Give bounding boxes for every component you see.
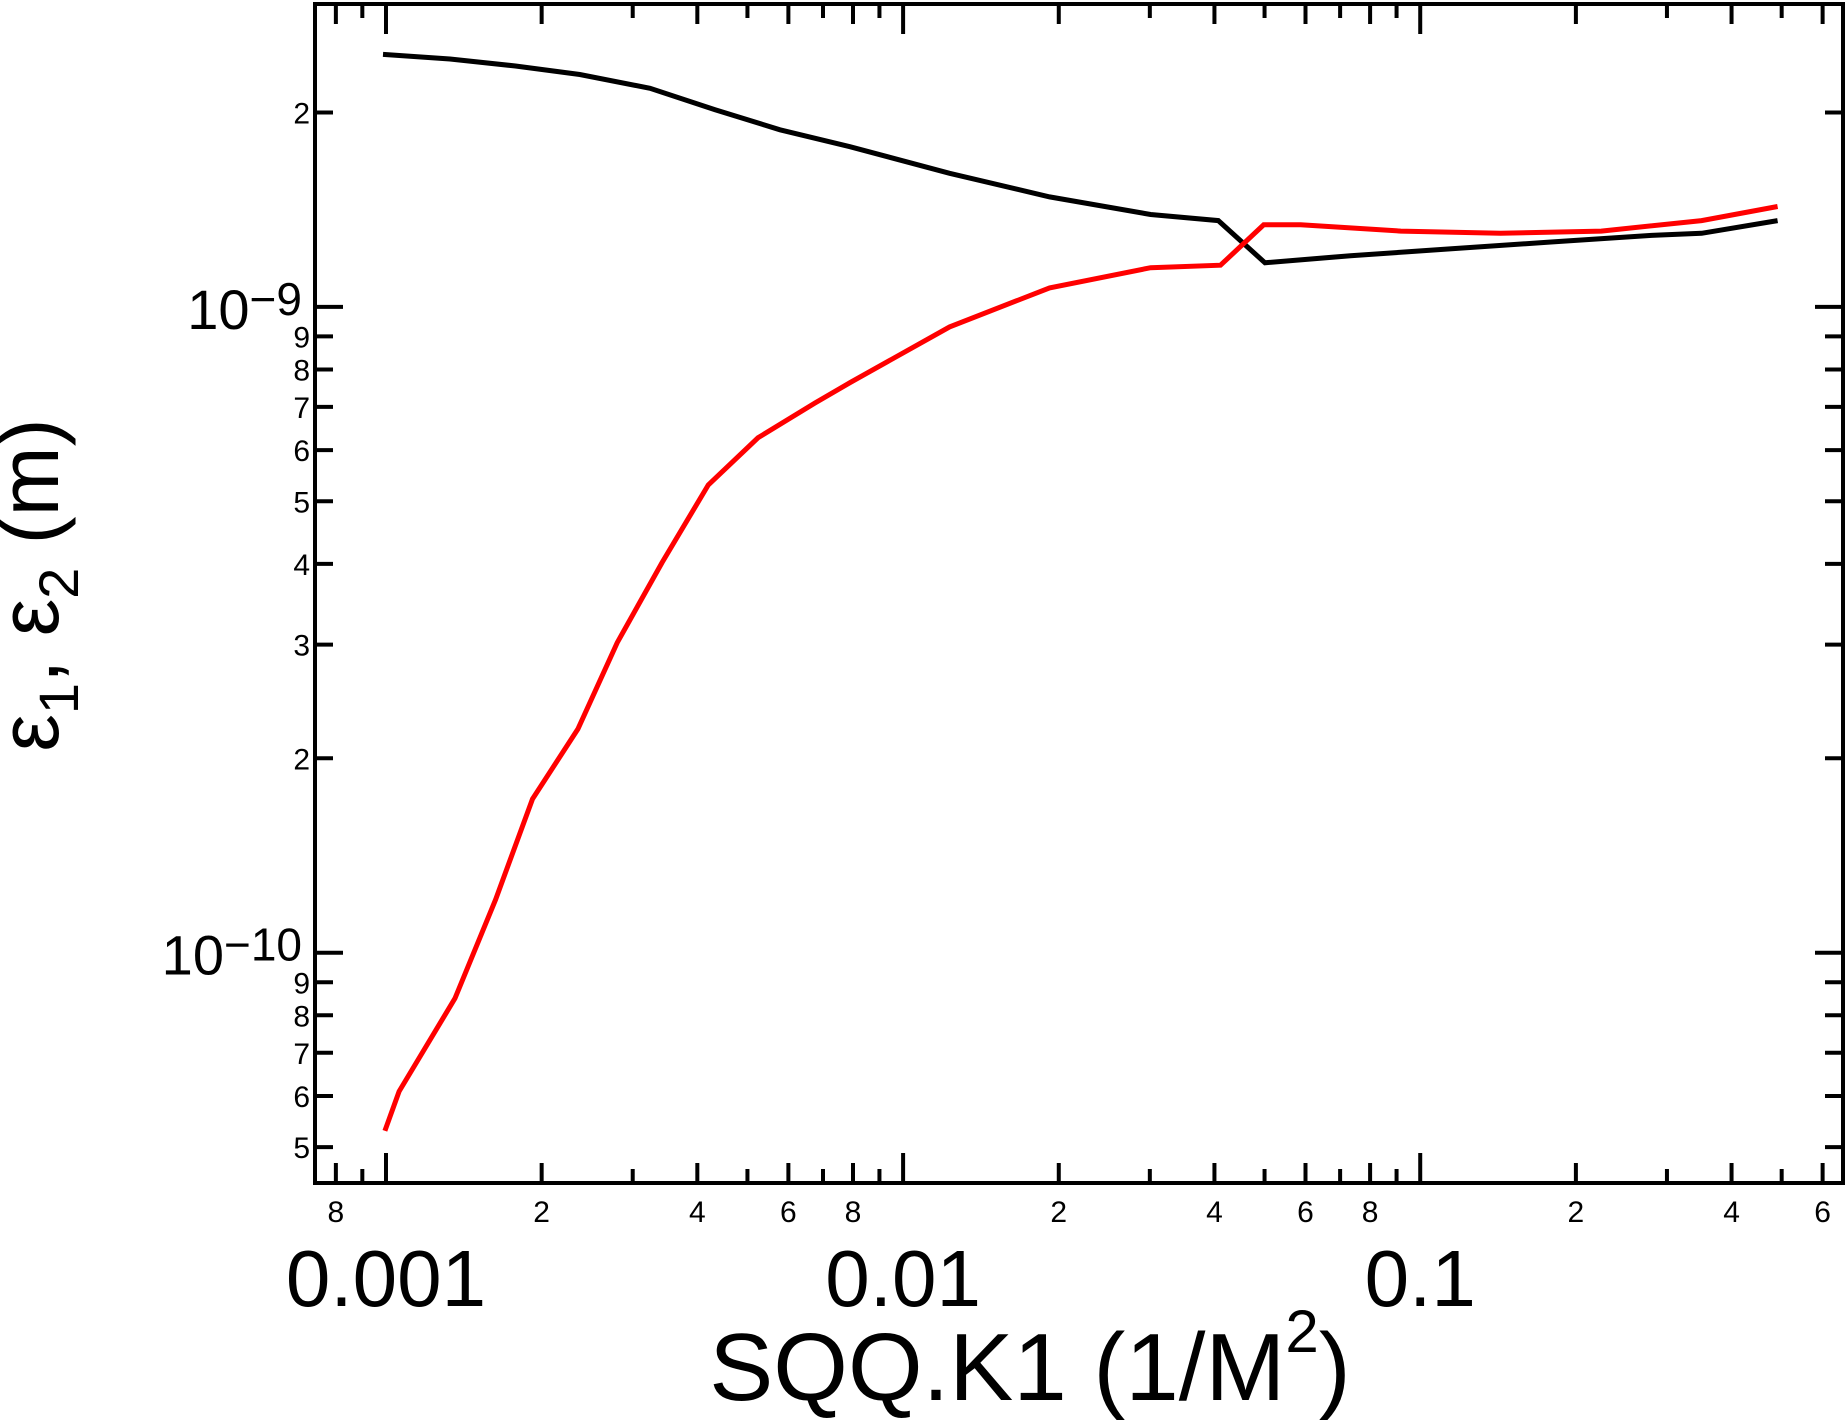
series-epsilon1 [382, 51, 1779, 266]
y-axis-title-text: ε1, ε2 (m) [0, 418, 90, 751]
series-epsilon1-curve [382, 51, 1779, 266]
y-minor-tick-label: 4 [293, 549, 310, 582]
y-minor-tick-label: 7 [293, 392, 310, 425]
x-minor-tick-label: 6 [780, 1196, 797, 1229]
y-decade-label: 10−10 [162, 919, 302, 987]
y-minor-tick-label: 2 [293, 97, 310, 130]
y-minor-tick-label: 9 [293, 967, 310, 1000]
x-minor-tick-label: 2 [533, 1196, 550, 1229]
x-minor-tick-label: 4 [1206, 1196, 1223, 1229]
x-axis-ticks [333, 4, 1825, 1183]
y-minor-tick-label: 6 [293, 435, 310, 468]
x-axis-labels: 8 2 4 6 8 2 4 6 8 2 4 6 0.001 0.01 0.1 [286, 1196, 1831, 1323]
y-axis-title: ε1, ε2 (m) [0, 418, 90, 751]
y-minor-tick-label: 8 [293, 354, 310, 387]
x-minor-tick-label: 4 [1723, 1196, 1740, 1229]
y-axis-ticks [315, 110, 1843, 1150]
y-minor-tick-label: 3 [293, 630, 310, 663]
x-minor-tick-label: 2 [1568, 1196, 1585, 1229]
x-minor-tick-label: 8 [1362, 1196, 1379, 1229]
y-minor-tick-label: 5 [293, 1132, 310, 1165]
x-axis-title-text: SQQ.K1 (1/M2) [709, 1298, 1350, 1421]
x-decade-label: 0.1 [1365, 1234, 1476, 1323]
x-minor-tick-label: 4 [689, 1196, 706, 1229]
x-decade-label: 0.01 [825, 1234, 981, 1323]
x-minor-tick-label: 6 [1814, 1196, 1831, 1229]
plot-frame [313, 2, 1845, 1185]
y-decade-label: 10−9 [187, 273, 302, 341]
x-minor-tick-label: 2 [1050, 1196, 1067, 1229]
y-minor-tick-label: 7 [293, 1038, 310, 1071]
series-epsilon2-curve [382, 204, 1779, 1132]
y-minor-tick-label: 8 [293, 1000, 310, 1033]
y-minor-tick-label: 9 [293, 321, 310, 354]
x-minor-tick-label: 6 [1297, 1196, 1314, 1229]
x-axis-title: SQQ.K1 (1/M2) [709, 1298, 1350, 1421]
y-minor-tick-label: 6 [293, 1081, 310, 1114]
x-minor-tick-label: 8 [845, 1196, 862, 1229]
series-epsilon2 [382, 204, 1779, 1132]
y-minor-tick-label: 5 [293, 486, 310, 519]
axis-frame [313, 2, 1845, 1185]
y-minor-tick-label: 2 [293, 743, 310, 776]
x-decade-label: 0.001 [286, 1234, 486, 1323]
x-minor-tick-label: 8 [328, 1196, 345, 1229]
